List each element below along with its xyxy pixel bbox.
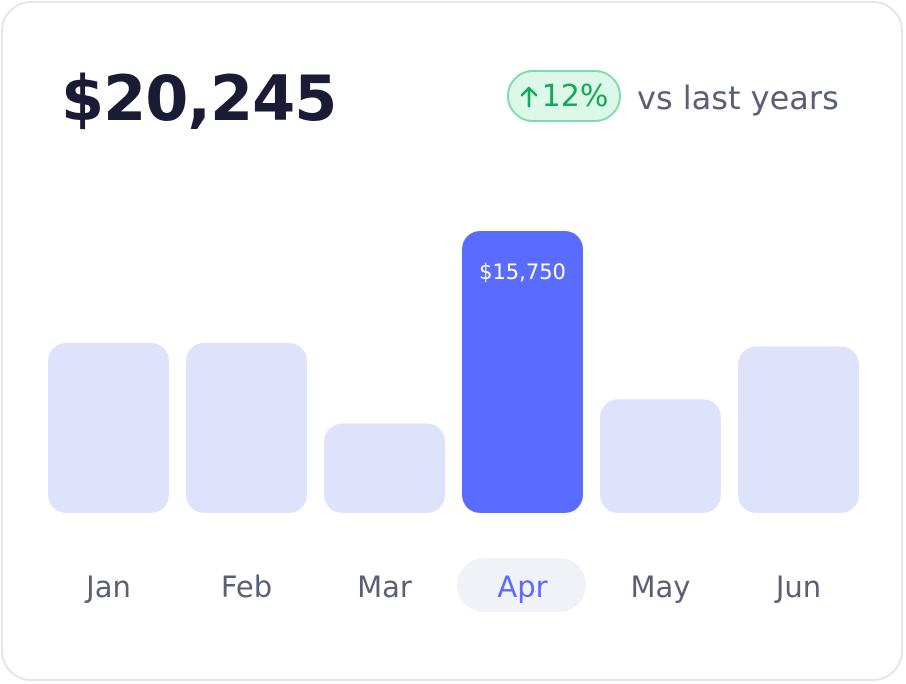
bar-jan[interactable] xyxy=(48,342,169,513)
bar-apr[interactable] xyxy=(462,231,583,513)
month-highlight-apr xyxy=(457,558,586,612)
comparison-label: vs last years xyxy=(637,79,839,117)
month-label-apr[interactable]: Apr xyxy=(497,570,547,604)
total-amount: $20,245 xyxy=(61,62,337,135)
month-label-mar[interactable]: Mar xyxy=(357,570,412,604)
bar-mar[interactable] xyxy=(324,423,445,513)
bar-value-label-apr: $15,750 xyxy=(479,260,566,284)
bar-feb[interactable] xyxy=(186,342,307,513)
bar-jun[interactable] xyxy=(738,346,859,513)
change-badge: 12% xyxy=(507,70,621,122)
arrow-up-icon xyxy=(520,84,538,108)
month-label-may[interactable]: May xyxy=(631,570,691,604)
month-label-jan[interactable]: Jan xyxy=(84,570,131,604)
month-label-feb[interactable]: Feb xyxy=(221,570,272,604)
change-value: 12% xyxy=(541,78,609,114)
month-label-jun[interactable]: Jun xyxy=(774,570,821,604)
bar-may[interactable] xyxy=(600,399,721,513)
